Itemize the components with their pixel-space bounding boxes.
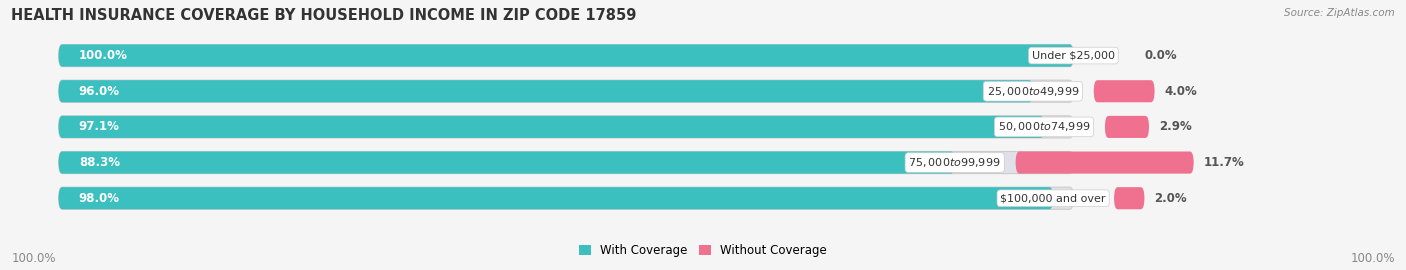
Text: 100.0%: 100.0%: [79, 49, 128, 62]
Text: HEALTH INSURANCE COVERAGE BY HOUSEHOLD INCOME IN ZIP CODE 17859: HEALTH INSURANCE COVERAGE BY HOUSEHOLD I…: [11, 8, 637, 23]
Text: 96.0%: 96.0%: [79, 85, 120, 98]
Text: 11.7%: 11.7%: [1204, 156, 1244, 169]
FancyBboxPatch shape: [1105, 116, 1149, 138]
FancyBboxPatch shape: [59, 187, 1053, 209]
Text: Under $25,000: Under $25,000: [1032, 50, 1115, 60]
Text: Source: ZipAtlas.com: Source: ZipAtlas.com: [1284, 8, 1395, 18]
Text: 2.9%: 2.9%: [1159, 120, 1192, 133]
Text: 100.0%: 100.0%: [1350, 252, 1395, 265]
FancyBboxPatch shape: [59, 116, 1045, 138]
FancyBboxPatch shape: [59, 45, 1073, 67]
Legend: With Coverage, Without Coverage: With Coverage, Without Coverage: [579, 244, 827, 257]
Text: $25,000 to $49,999: $25,000 to $49,999: [987, 85, 1078, 98]
FancyBboxPatch shape: [1114, 187, 1144, 209]
FancyBboxPatch shape: [59, 116, 1073, 138]
FancyBboxPatch shape: [59, 151, 1073, 174]
Text: $75,000 to $99,999: $75,000 to $99,999: [908, 156, 1001, 169]
FancyBboxPatch shape: [59, 187, 1073, 209]
Text: 98.0%: 98.0%: [79, 192, 120, 205]
Text: 0.0%: 0.0%: [1144, 49, 1177, 62]
Text: 2.0%: 2.0%: [1154, 192, 1187, 205]
Text: $100,000 and over: $100,000 and over: [1001, 193, 1107, 203]
FancyBboxPatch shape: [59, 80, 1073, 102]
FancyBboxPatch shape: [1094, 80, 1154, 102]
FancyBboxPatch shape: [1015, 151, 1194, 174]
Text: 4.0%: 4.0%: [1164, 85, 1198, 98]
FancyBboxPatch shape: [59, 45, 1073, 67]
FancyBboxPatch shape: [59, 80, 1033, 102]
Text: $50,000 to $74,999: $50,000 to $74,999: [998, 120, 1090, 133]
Text: 97.1%: 97.1%: [79, 120, 120, 133]
FancyBboxPatch shape: [59, 151, 955, 174]
Text: 88.3%: 88.3%: [79, 156, 120, 169]
Text: 100.0%: 100.0%: [11, 252, 56, 265]
